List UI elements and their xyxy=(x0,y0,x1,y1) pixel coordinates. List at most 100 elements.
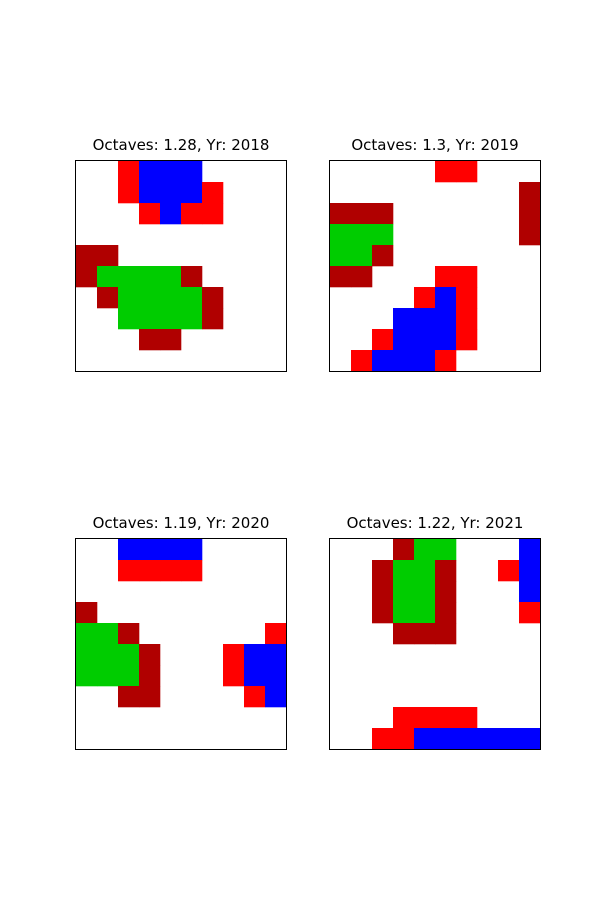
panel-title: Octaves: 1.3, Yr: 2019 xyxy=(351,136,519,154)
heatmap-cell xyxy=(519,728,541,750)
heatmap-cell xyxy=(160,266,182,288)
heatmap-cell xyxy=(181,308,203,330)
heatmap-cell xyxy=(139,308,161,330)
axes-frame xyxy=(329,538,541,750)
heatmap-cell xyxy=(330,224,352,246)
heatmap-cell xyxy=(435,329,457,351)
heatmap-cell xyxy=(519,203,541,225)
heatmap-cell xyxy=(519,224,541,246)
heatmap-cell xyxy=(351,350,373,372)
heatmap-cell xyxy=(519,581,541,603)
heatmap-cell xyxy=(414,623,436,645)
heatmap-cell xyxy=(160,308,182,330)
heatmap-cell xyxy=(330,203,352,225)
heatmap-cell xyxy=(435,581,457,603)
heatmap-cell xyxy=(118,665,140,687)
heatmap-cell xyxy=(97,623,119,645)
heatmap-cell xyxy=(160,560,182,582)
heatmap-cell xyxy=(244,686,266,708)
heatmap-cell xyxy=(202,203,224,225)
heatmap-cell xyxy=(160,203,182,225)
heatmap-cell xyxy=(265,644,287,666)
heatmap-cell xyxy=(160,539,182,561)
heatmap-cell xyxy=(118,308,140,330)
heatmap-cell xyxy=(118,266,140,288)
heatmap-cell xyxy=(393,560,415,582)
heatmap-cell xyxy=(414,287,436,309)
heatmap-cell xyxy=(498,560,520,582)
heatmap-cell xyxy=(519,182,541,204)
panel-title: Octaves: 1.22, Yr: 2021 xyxy=(346,514,524,532)
heatmap-cell xyxy=(456,707,478,729)
heatmap-cell xyxy=(372,560,394,582)
heatmap-cell xyxy=(139,182,161,204)
heatmap-cell xyxy=(435,161,457,183)
heatmap-cell xyxy=(244,665,266,687)
heatmap-cell xyxy=(414,308,436,330)
heatmap-cell xyxy=(456,287,478,309)
heatmap-cell xyxy=(477,728,499,750)
heatmap-cell xyxy=(181,539,203,561)
heatmap-cell xyxy=(414,707,436,729)
axes-frame xyxy=(329,160,541,372)
heatmap-cell xyxy=(160,182,182,204)
heatmap-cell xyxy=(181,266,203,288)
heatmap-cell xyxy=(372,329,394,351)
heatmap-cell xyxy=(202,287,224,309)
heatmap-cell xyxy=(435,728,457,750)
heatmap-cell xyxy=(139,644,161,666)
heatmap-cell xyxy=(393,707,415,729)
heatmap-cell xyxy=(456,161,478,183)
heatmap-cell xyxy=(139,560,161,582)
heatmap-cell xyxy=(393,329,415,351)
heatmap-cell xyxy=(223,665,245,687)
heatmap-cell xyxy=(414,602,436,624)
heatmap-cell xyxy=(118,182,140,204)
heatmap-cell xyxy=(223,644,245,666)
heatmap-cell xyxy=(435,623,457,645)
heatmap-cell xyxy=(139,329,161,351)
heatmap-cell xyxy=(435,539,457,561)
heatmap-cell xyxy=(372,581,394,603)
heatmap-cell xyxy=(244,644,266,666)
heatmap-cell xyxy=(76,665,98,687)
heatmap-cell xyxy=(181,203,203,225)
axes-frame xyxy=(75,538,287,750)
heatmap-cell xyxy=(414,350,436,372)
heatmap-plot xyxy=(329,538,541,750)
heatmap-cell xyxy=(265,686,287,708)
heatmap-cell xyxy=(202,182,224,204)
heatmap-cell xyxy=(118,623,140,645)
heatmap-cell xyxy=(118,686,140,708)
panel-title: Octaves: 1.28, Yr: 2018 xyxy=(92,136,270,154)
heatmap-cell xyxy=(139,203,161,225)
heatmap-cell xyxy=(435,602,457,624)
heatmap-cell xyxy=(181,560,203,582)
heatmap-cell xyxy=(435,266,457,288)
heatmap-cell xyxy=(435,308,457,330)
heatmap-cell xyxy=(139,539,161,561)
heatmap-cell xyxy=(76,245,98,267)
heatmap-plot xyxy=(329,160,541,372)
heatmap-cell xyxy=(181,161,203,183)
heatmap-cell xyxy=(118,644,140,666)
heatmap-cell xyxy=(435,707,457,729)
heatmap-cell xyxy=(139,266,161,288)
heatmap-cell xyxy=(393,581,415,603)
heatmap-cell xyxy=(498,728,520,750)
heatmap-cell xyxy=(414,581,436,603)
heatmap-cell xyxy=(456,728,478,750)
heatmap-cell xyxy=(181,182,203,204)
heatmap-cell xyxy=(97,266,119,288)
heatmap-cell xyxy=(118,539,140,561)
heatmap-cell xyxy=(76,644,98,666)
heatmap-cell xyxy=(414,728,436,750)
heatmap-cell xyxy=(351,203,373,225)
heatmap-cell xyxy=(519,602,541,624)
heatmap-cell xyxy=(435,560,457,582)
heatmap-cell xyxy=(265,623,287,645)
heatmap-cell xyxy=(139,287,161,309)
heatmap-cell xyxy=(414,560,436,582)
heatmap-cell xyxy=(330,266,352,288)
heatmap-cell xyxy=(393,602,415,624)
